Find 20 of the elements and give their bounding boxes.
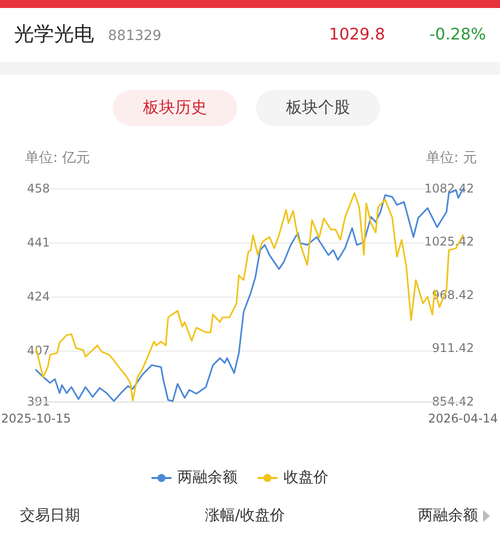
legend-label: 两融余额 (178, 468, 238, 486)
y-tick-label: 424 (27, 289, 50, 304)
text: 板块个股 (285, 97, 350, 116)
y2-axis-title: 单位: 元 (426, 150, 477, 166)
text: 两融余额 (418, 506, 478, 524)
text: 交易日期 (20, 506, 80, 524)
text: -0.28% (429, 24, 486, 44)
y2-tick-label: 1082.42 (424, 181, 474, 196)
chart-title: 光学光电 (14, 21, 94, 46)
text: 板块历史 (142, 97, 207, 116)
legend-label: 收盘价 (284, 468, 328, 486)
chart-subtitle: 881329 (108, 28, 162, 44)
x-tick-label: 2026-04-14 (428, 411, 498, 426)
text: 1029.8 (329, 24, 385, 44)
y2-tick-label: 911.42 (432, 341, 474, 356)
y-tick-label: 458 (27, 181, 50, 196)
x-tick-label: 2025-10-15 (1, 411, 71, 426)
text: 涨幅/收盘价 (204, 506, 286, 524)
y-axis-title: 单位: 亿元 (25, 150, 90, 166)
y-tick-label: 441 (27, 235, 50, 250)
